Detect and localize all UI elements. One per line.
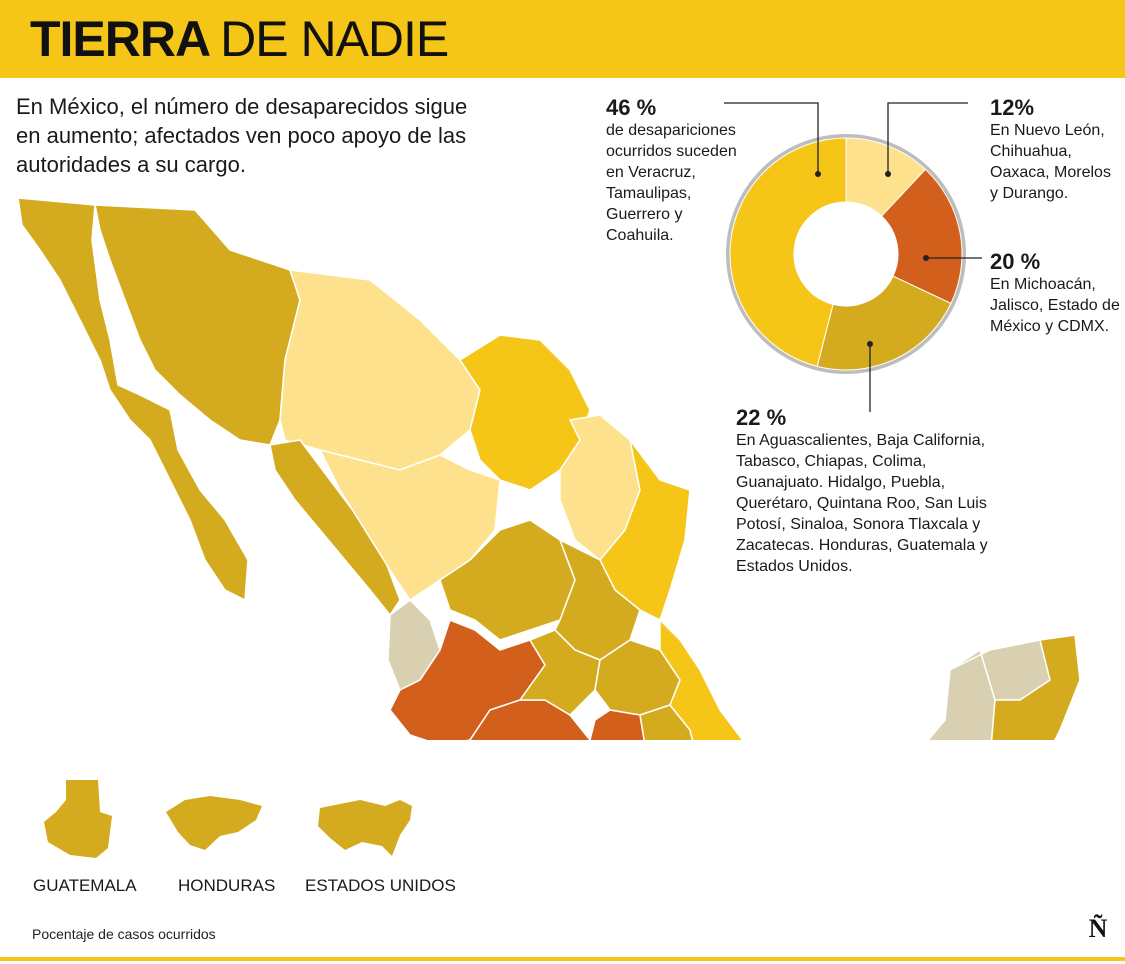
callout-20: 20 % En Michoacán, Jalisco, Estado de Mé… (990, 250, 1120, 337)
leader-dot-slice-12 (885, 171, 891, 177)
leader-dot-slice-46 (815, 171, 821, 177)
honduras-icon (166, 796, 262, 850)
callout-46-pct: 46 % (606, 95, 657, 120)
map-region-baja-california (17, 197, 249, 602)
map-region-tamaulipas (599, 439, 691, 622)
title-light: DE NADIE (220, 11, 449, 67)
callout-12-text: En Nuevo León, Chihuahua, Oaxaca, Morelo… (990, 122, 1111, 202)
usa-icon (318, 800, 412, 856)
title-bold: TIERRA (30, 11, 211, 67)
country-label-guatemala: GUATEMALA (33, 876, 137, 895)
callout-22-pct: 22 % (736, 405, 787, 430)
country-icons (44, 780, 412, 858)
donut-slice-22 (816, 275, 952, 371)
callout-12-pct: 12% (990, 95, 1035, 120)
donut-outer-ring (726, 134, 966, 374)
mexico-map (17, 197, 1081, 740)
map-region-zacatecas (439, 519, 576, 641)
map-region-quintana-roo (990, 634, 1081, 740)
callout-22: 22 % En Aguascalientes, Baja California,… (736, 406, 996, 577)
page-title: TIERRA DE NADIE (30, 8, 449, 70)
leader-line-slice-46 (724, 102, 819, 174)
callout-22-text: En Aguascalientes, Baja California, Taba… (736, 432, 988, 575)
header-bar: TIERRA DE NADIE (0, 0, 1125, 78)
callout-12: 12% En Nuevo León, Chihuahua, Oaxaca, Mo… (990, 96, 1120, 204)
subtitle: En México, el número de desaparecidos si… (16, 94, 468, 177)
bottom-rule (0, 957, 1125, 961)
map-region-durango (318, 448, 501, 602)
map-region-sonora (94, 204, 301, 446)
map-region-michoacan (469, 699, 591, 740)
guatemala-icon (44, 780, 112, 858)
leader-line-slice-12 (887, 102, 968, 174)
callout-46: 46 % de desapariciones ocurridos suceden… (606, 96, 746, 246)
callout-46-text: de desapariciones ocurridos suceden en V… (606, 122, 737, 244)
leader-dot-slice-20 (923, 255, 929, 261)
country-label-honduras: HONDURAS (178, 876, 276, 895)
donut-hole (794, 202, 898, 306)
callout-20-text: En Michoacán, Jalisco, Estado de México … (990, 276, 1120, 335)
map-region-guanajuato (518, 629, 601, 716)
brand-logo: Ñ (1088, 914, 1108, 943)
footnote: Pocentaje de casos ocurridos (32, 926, 216, 942)
country-label-usa: ESTADOS UNIDOS (305, 876, 456, 895)
map-region-edomex (589, 709, 645, 740)
callout-20-pct: 20 % (990, 249, 1041, 274)
leader-dot-slice-22 (867, 341, 873, 347)
map-region-veracruz (659, 618, 744, 740)
